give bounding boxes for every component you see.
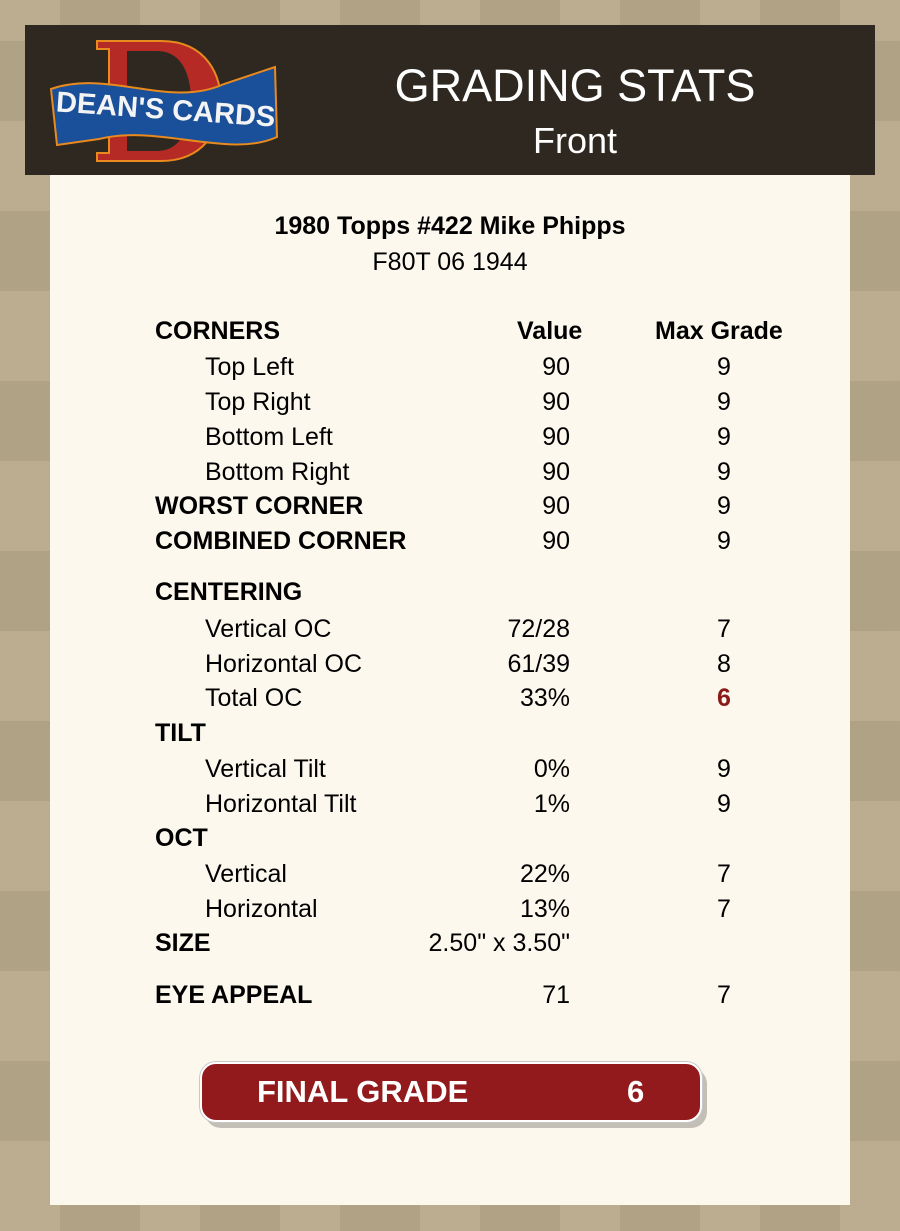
stat-row: Bottom Right 90 9 [0,457,900,487]
stat-label: Vertical OC [205,615,332,643]
stat-row: WORST CORNER 90 9 [0,491,900,521]
header-bar: DEAN'S CARDS GRADING STATS Front [25,25,875,175]
stat-value: 1% [533,790,570,818]
stat-max-grade: 9 [717,458,731,486]
column-header-max-grade: Max Grade [655,317,783,345]
stat-max-grade: 7 [717,981,731,1009]
stat-max-grade: 9 [717,423,731,451]
stat-max-grade: 7 [717,615,731,643]
stat-max-grade: 7 [717,860,731,888]
stat-row: OCT [0,823,900,853]
stat-label: Horizontal Tilt [205,790,357,818]
card-code: F80T 06 1944 [372,248,528,276]
stat-max-grade: 9 [717,755,731,783]
stat-max-grade: 9 [717,492,731,520]
stat-label: Vertical Tilt [205,755,326,783]
stat-row: Top Right 90 9 [0,387,900,417]
stat-max-grade: 7 [717,895,731,923]
stat-row: EYE APPEAL 71 7 [0,980,900,1010]
page-subtitle: Front [532,120,618,161]
stat-row: Horizontal 13% 7 [0,894,900,924]
stat-row: Bottom Left 90 9 [0,422,900,452]
stat-label: Top Left [205,353,294,381]
stat-label: WORST CORNER [155,492,364,520]
deans-cards-logo: DEAN'S CARDS [49,40,279,162]
final-grade-badge: FINAL GRADE 6 [200,1062,702,1122]
stat-value: 90 [542,353,570,381]
stat-row: Top Left 90 9 [0,352,900,382]
column-header-value: Value [517,317,583,345]
stat-row: COMBINED CORNER 90 9 [0,526,900,556]
stat-value: 71 [542,981,570,1009]
stat-label: Top Right [205,388,311,416]
stat-max-grade: 8 [717,650,731,678]
stat-row: Vertical 22% 7 [0,859,900,889]
stat-value: 90 [542,458,570,486]
stat-value: 0% [533,755,570,783]
stat-row: Horizontal OC 61/39 8 [0,649,900,679]
page-title: GRADING STATS [394,60,756,111]
stat-max-grade: 9 [717,388,731,416]
stat-row: SIZE 2.50" x 3.50" [0,928,900,958]
stat-label: Vertical [205,860,287,888]
stat-value: 90 [542,492,570,520]
stat-label: Horizontal OC [205,650,362,678]
stat-max-grade: 9 [717,353,731,381]
stat-max-grade: 9 [717,790,731,818]
stats-panel [50,175,850,1205]
stat-row: CENTERING [0,577,900,607]
stat-value: 61/39 [507,650,570,678]
final-grade-value: 6 [627,1074,645,1109]
stat-max-grade: 6 [717,684,731,712]
stat-row: Vertical Tilt 0% 9 [0,754,900,784]
stat-row: TILT [0,718,900,748]
stat-row: Vertical OC 72/28 7 [0,614,900,644]
stat-value: 33% [519,684,570,712]
stat-row: Horizontal Tilt 1% 9 [0,789,900,819]
stat-row: Total OC 33% 6 [0,683,900,713]
stat-label: CENTERING [155,578,303,606]
stat-label: Total OC [205,684,303,712]
stat-value: 72/28 [507,615,570,643]
stat-label: SIZE [155,929,211,957]
stat-value: 2.50" x 3.50" [428,929,570,957]
stat-value: 22% [519,860,570,888]
stat-label: OCT [155,824,208,852]
stat-max-grade: 9 [717,527,731,555]
stat-value: 90 [542,423,570,451]
stat-row: CORNERS [0,316,900,346]
final-grade-label: FINAL GRADE [257,1074,469,1109]
stat-value: 13% [519,895,570,923]
stat-value: 90 [542,527,570,555]
stat-value: 90 [542,388,570,416]
stat-label: Bottom Right [205,458,350,486]
card-name: 1980 Topps #422 Mike Phipps [274,212,626,240]
stat-label: Bottom Left [205,423,333,451]
stat-label: CORNERS [155,317,281,345]
stat-label: TILT [155,719,206,747]
stat-label: Horizontal [205,895,318,923]
stat-label: COMBINED CORNER [155,527,407,555]
stat-label: EYE APPEAL [155,981,313,1009]
